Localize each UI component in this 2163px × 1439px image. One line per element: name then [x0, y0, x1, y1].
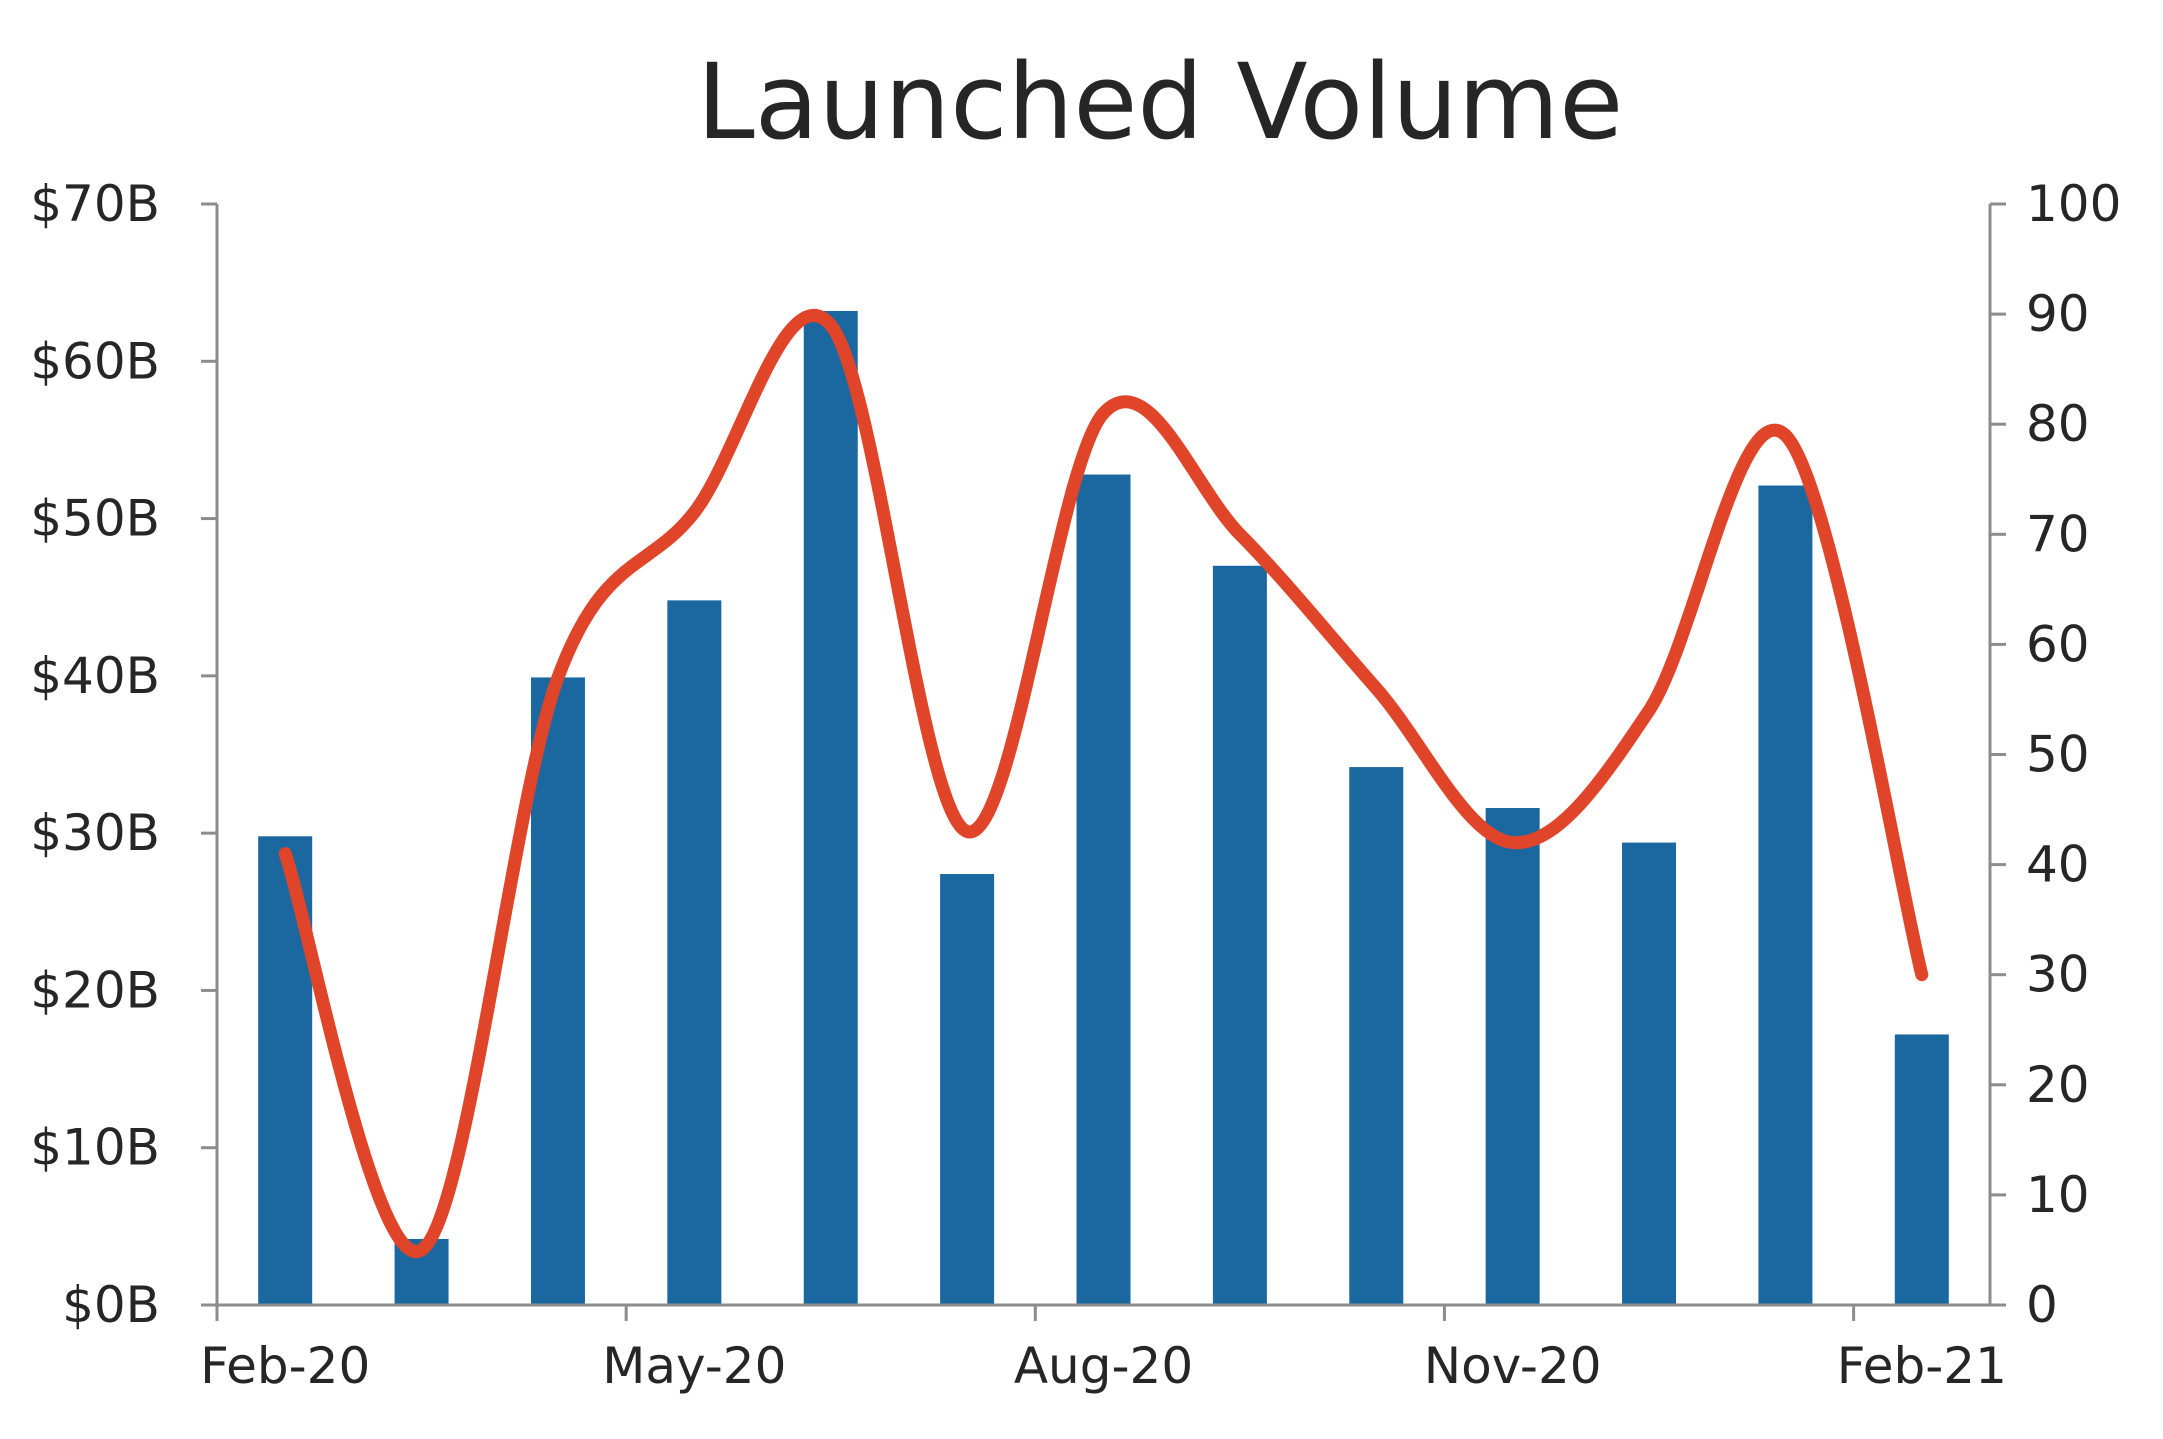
bar-apr-20: [530, 677, 585, 1305]
line-series: [278, 309, 1929, 1258]
y-left-tick-label: $60B: [30, 332, 160, 390]
bar-feb-21: [1894, 1034, 1949, 1305]
bar-jan-21: [1758, 485, 1813, 1305]
axes: $0B $10B $20B $30B $40B $50B $60B $70B 0 10 20 30 40…: [30, 175, 2121, 1395]
y-right-tick-label: 90: [2026, 285, 2090, 343]
bar-nov-20: [1485, 807, 1540, 1305]
y-right-tick-label: 20: [2026, 1056, 2090, 1114]
y-right-tick-label: 0: [2026, 1276, 2058, 1334]
x-tick-label: Feb-21: [1837, 1337, 2007, 1395]
bar-oct-20: [1349, 767, 1404, 1305]
x-tick-label: Aug-20: [1014, 1337, 1193, 1395]
bar-sep-20: [1212, 565, 1267, 1305]
y-right-tick-label: 50: [2026, 726, 2090, 784]
y-right-tick-label: 60: [2026, 615, 2090, 673]
y-left-tick-label: $10B: [30, 1119, 160, 1177]
bar-aug-20: [1076, 474, 1131, 1305]
bar-may-20: [667, 600, 722, 1305]
x-tick-label: Nov-20: [1424, 1337, 1602, 1395]
y-right-tick-label: 10: [2026, 1166, 2090, 1224]
y-left-tick-label: $20B: [30, 961, 160, 1019]
y-right-tick-label: 70: [2026, 505, 2090, 563]
line-path: [278, 309, 1929, 1258]
y-right-tick-label: 80: [2026, 395, 2090, 453]
y-right-tick-label: 40: [2026, 836, 2090, 894]
y-left-tick-label: $70B: [30, 175, 160, 233]
y-left-tick-label: $30B: [30, 804, 160, 862]
bar-jul-20: [940, 874, 995, 1305]
bar-series: [258, 310, 1949, 1305]
y-right-tick-label: 30: [2026, 946, 2090, 1004]
y-left-tick-label: $50B: [30, 490, 160, 548]
bar-jun-20: [803, 310, 858, 1305]
y-right-tick-label: 100: [2026, 175, 2121, 233]
bar-dec-20: [1622, 842, 1677, 1305]
y-left-tick-label: $0B: [62, 1276, 160, 1334]
chart-title: Launched Volume: [697, 41, 1623, 163]
x-tick-label: May-20: [602, 1337, 786, 1395]
x-tick-label: Feb-20: [200, 1337, 370, 1395]
y-left-tick-label: $40B: [30, 647, 160, 705]
